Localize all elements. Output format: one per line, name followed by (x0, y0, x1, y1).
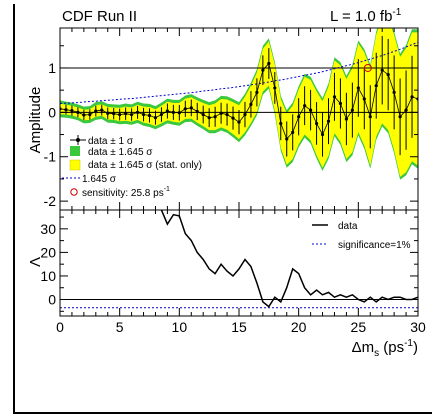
x-tick-labels: 0 5 10 15 20 25 30 (56, 319, 426, 335)
lambda-tick-label: 10 (40, 268, 56, 284)
legend-label-data-error: data ± 1 σ (88, 136, 134, 147)
experiment-label: CDF Run II (62, 8, 137, 25)
figure-frame (13, 4, 432, 414)
sensitivity-marker (363, 63, 372, 72)
axis-ticks (59, 28, 419, 316)
x-tick-label: 10 (172, 319, 188, 335)
legend-item-sensitivity: sensitivity: 25.8 ps-1 (70, 186, 170, 199)
legend-item-significance: significance=1% (312, 240, 411, 251)
lambda-axis-label: Λ (27, 257, 44, 267)
amplitude-tick-label: 1 (48, 60, 56, 76)
amplitude-connector (60, 62, 418, 140)
lambda-legend: data significance=1% (312, 221, 411, 251)
x-tick-label: 30 (410, 319, 426, 335)
legend-label-sensitivity: sensitivity: 25.8 ps-1 (82, 186, 170, 199)
legend-item-data: data (312, 221, 358, 232)
bottom-plot-frame (59, 209, 419, 317)
x-tick-label: 25 (351, 319, 367, 335)
legend-label-sigma-line: 1.645 σ (82, 174, 117, 185)
x-tick-label: 15 (231, 319, 247, 335)
amplitude-tick-label: -2 (44, 193, 57, 209)
luminosity-label: L = 1.0 fb-1 (330, 7, 402, 25)
x-tick-label: 0 (56, 319, 64, 335)
amplitude-tick-labels: 1 0 -1 -2 (44, 60, 57, 209)
legend-label-significance: significance=1% (338, 240, 411, 251)
legend-item-data-error: data ± 1 σ (70, 135, 134, 147)
sensitivity-circle (363, 63, 372, 72)
amplitude-axis-label: Amplitude (27, 87, 44, 154)
lambda-tick-label: 20 (40, 244, 56, 260)
lambda-tick-label: 0 (48, 292, 56, 308)
likelihood-ratio-panel (60, 210, 418, 309)
legend-item-band-stat: data ± 1.645 σ (stat. only) (69, 159, 202, 171)
legend-label-data: data (338, 221, 358, 232)
legend-item-band-1645: data ± 1.645 σ (70, 146, 153, 158)
lambda-data-line (160, 210, 418, 308)
lambda-tick-label: 30 (40, 221, 56, 237)
amplitude-legend: data ± 1 σ data ± 1.645 σ data ± 1.645 σ… (62, 135, 202, 199)
amplitude-data-points (60, 35, 418, 157)
legend-label-band-1645: data ± 1.645 σ (88, 147, 153, 158)
x-tick-label: 20 (291, 319, 307, 335)
x-axis-label: Δms (ps-1) (352, 338, 418, 359)
amplitude-tick-label: -1 (44, 149, 57, 165)
x-tick-label: 5 (116, 319, 124, 335)
amplitude-tick-label: 0 (48, 104, 56, 120)
lambda-tick-labels: 30 20 10 0 (40, 221, 56, 308)
amplitude-panel (60, 28, 418, 180)
legend-label-band-stat: data ± 1.645 σ (stat. only) (88, 160, 202, 171)
legend-item-sigma-line: 1.645 σ (62, 174, 117, 185)
